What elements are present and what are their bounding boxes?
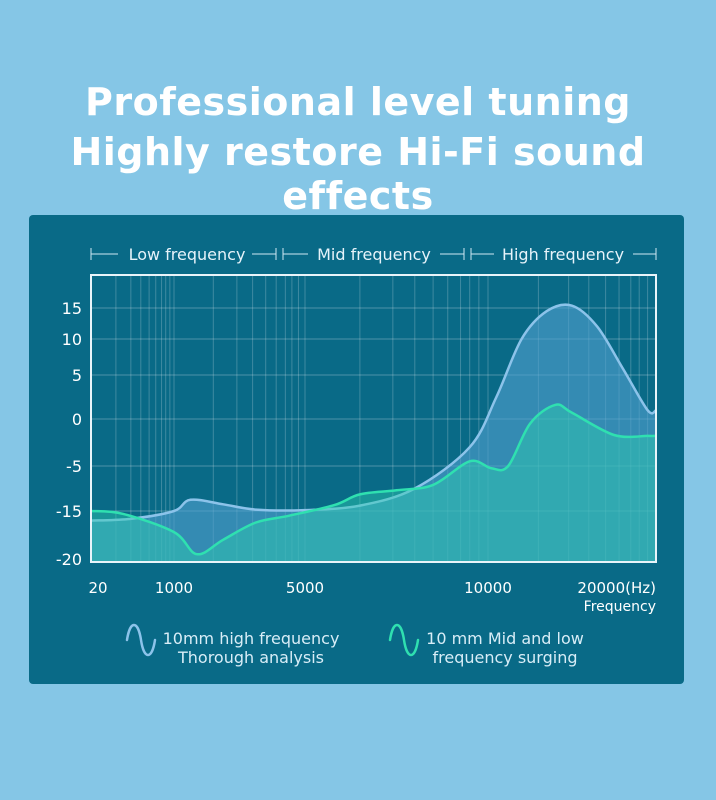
y-tick-label: 15 bbox=[62, 299, 82, 318]
band-label-high: High frequency bbox=[502, 245, 624, 264]
series-mid-low-frequency-line bbox=[91, 403, 656, 556]
y-tick-label: -15 bbox=[56, 502, 82, 521]
x-axis-label: Frequency bbox=[584, 599, 656, 615]
legend-midlow-line-1: 10 mm Mid and low bbox=[426, 629, 584, 648]
y-tick-label: -5 bbox=[66, 457, 82, 476]
frequency-band-header bbox=[90, 248, 657, 260]
legend-high-line-2: Thorough analysis bbox=[177, 648, 324, 667]
x-tick-label: 20 bbox=[88, 579, 107, 597]
y-tick-label: -20 bbox=[56, 550, 82, 569]
headline-line-2: Highly restore Hi-Fi sound effects bbox=[70, 130, 646, 218]
band-label-low: Low frequency bbox=[129, 245, 246, 264]
y-tick-label: 5 bbox=[72, 366, 82, 385]
x-axis-ticks: 20 1000 5000 10000 20000(Hz) bbox=[88, 579, 656, 597]
series-high-frequency-area bbox=[91, 304, 656, 562]
y-axis-ticks: 15 10 5 0 -5 -15 -20 bbox=[56, 299, 82, 569]
series-mid-low-frequency-area bbox=[91, 404, 656, 562]
legend-high-line-1: 10mm high frequency bbox=[163, 629, 340, 648]
legend: 10mm high frequency Thorough analysis 10… bbox=[125, 623, 584, 667]
y-tick-label: 0 bbox=[72, 410, 82, 429]
x-tick-label: 1000 bbox=[155, 579, 193, 597]
x-tick-label: 10000 bbox=[464, 579, 512, 597]
band-label-mid: Mid frequency bbox=[317, 245, 431, 264]
x-tick-label: 5000 bbox=[286, 579, 324, 597]
plot-frame bbox=[90, 274, 657, 563]
wave-icon bbox=[125, 623, 157, 657]
x-tick-label: 20000(Hz) bbox=[577, 579, 656, 597]
headline-line-1: Professional level tuning bbox=[85, 80, 631, 124]
y-tick-label: 10 bbox=[62, 330, 82, 349]
legend-midlow-line-2: frequency surging bbox=[432, 648, 577, 667]
wave-icon bbox=[388, 623, 420, 657]
series-layer bbox=[91, 303, 656, 562]
